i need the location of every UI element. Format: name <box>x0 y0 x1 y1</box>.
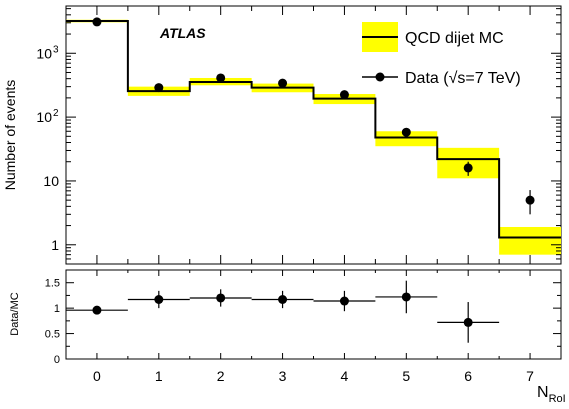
data-point-2 <box>216 73 226 83</box>
ratio-point-3 <box>278 294 288 304</box>
legend-mc-label: QCD dijet MC <box>405 30 504 47</box>
ratio-x-ticks <box>65 270 562 359</box>
ratio-y-axis-label: Data/MC <box>9 292 21 335</box>
main-y-axis-label: Number of events <box>2 80 18 191</box>
ratio-y-tick-label-1: 0.5 <box>45 329 60 341</box>
ratio-point-4 <box>339 296 349 306</box>
main-y-tick-label-1: 10 <box>43 173 59 189</box>
ratio-points <box>66 280 500 343</box>
main-y-tick-label-2: 10 <box>36 109 52 125</box>
x-tick-label-5: 5 <box>402 368 410 384</box>
legend-data-marker <box>375 72 385 82</box>
x-axis-label-sub: RoI <box>549 393 566 405</box>
atlas-label: ATLAS <box>159 25 206 41</box>
ratio-point-5 <box>401 292 411 302</box>
legend: QCD dijet MC Data (√s=7 TeV) <box>362 22 521 87</box>
x-tick-label-0: 0 <box>93 368 101 384</box>
main-y-tick-exp-3: 3 <box>53 44 59 55</box>
main-y-tick-label-0: 1 <box>51 237 59 253</box>
ratio-point-6 <box>463 317 473 327</box>
ratio-panel: 0 0.5 1 1.5 Data/MC <box>9 269 562 366</box>
ratio-point-2 <box>216 293 226 303</box>
x-tick-label-7: 7 <box>526 368 534 384</box>
ratio-point-0 <box>92 305 102 315</box>
legend-data-label: Data (√s=7 TeV) <box>405 70 521 87</box>
ratio-y-tick-label-2: 1 <box>54 303 60 315</box>
mc-band-bin-7 <box>499 226 561 255</box>
data-point-0 <box>92 17 102 27</box>
ratio-y-ticks: 0 0.5 1 1.5 <box>45 269 561 366</box>
ratio-y-tick-label-3: 1.5 <box>45 278 60 290</box>
x-tick-labels: 0 1 2 3 4 5 6 7 <box>93 368 534 384</box>
mc-histogram-line <box>66 20 561 239</box>
data-point-7 <box>525 195 535 205</box>
mc-uncertainty-bands <box>66 19 561 255</box>
ratio-point-1 <box>154 294 164 304</box>
main-x-ticks <box>65 6 562 264</box>
main-y-tick-label-3: 10 <box>36 45 52 61</box>
x-axis-label: NRoI <box>537 384 566 405</box>
main-y-tick-exp-2: 2 <box>53 108 59 119</box>
mc-nominal-lines <box>66 20 561 239</box>
data-point-6 <box>463 163 473 173</box>
x-axis-label-main: N <box>537 384 549 401</box>
x-tick-label-3: 3 <box>279 368 287 384</box>
x-tick-label-6: 6 <box>464 368 472 384</box>
mc-band-bin-5 <box>375 131 438 147</box>
ratio-panel-frame <box>65 269 562 360</box>
data-point-3 <box>278 78 288 88</box>
data-points <box>92 17 535 215</box>
x-tick-label-4: 4 <box>341 368 349 384</box>
data-point-5 <box>401 127 411 137</box>
x-tick-label-2: 2 <box>217 368 225 384</box>
x-tick-label-1: 1 <box>155 368 163 384</box>
data-point-1 <box>154 83 164 93</box>
data-point-4 <box>339 90 349 100</box>
ratio-y-tick-label-0: 0 <box>54 354 60 366</box>
